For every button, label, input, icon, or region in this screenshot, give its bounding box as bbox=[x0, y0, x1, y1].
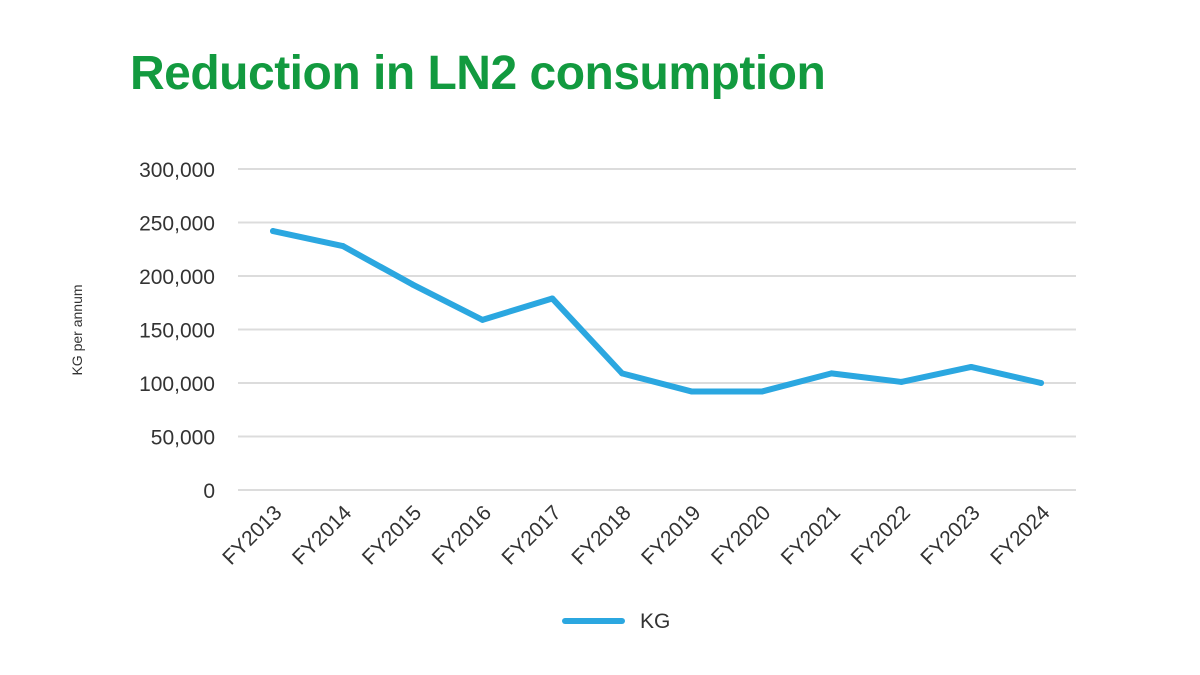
y-tick-label: 250,000 bbox=[139, 213, 215, 236]
x-tick-label: FY2018 bbox=[567, 501, 635, 569]
x-tick-label: FY2021 bbox=[777, 501, 845, 569]
data-point bbox=[619, 370, 626, 377]
data-point bbox=[898, 378, 905, 385]
data-point bbox=[688, 388, 695, 395]
legend: KG bbox=[562, 610, 670, 633]
data-point bbox=[479, 316, 486, 323]
y-tick-label: 50,000 bbox=[151, 427, 215, 450]
series-line-kg bbox=[270, 228, 1044, 395]
gridlines bbox=[238, 168, 1076, 491]
x-tick-label: FY2017 bbox=[498, 501, 566, 569]
x-tick-label: FY2016 bbox=[428, 501, 496, 569]
data-point bbox=[968, 363, 975, 370]
y-tick-label: 0 bbox=[203, 480, 215, 503]
legend-label-kg: KG bbox=[640, 610, 670, 633]
x-tick-label: FY2024 bbox=[986, 501, 1054, 569]
data-point bbox=[828, 370, 835, 377]
data-point bbox=[549, 295, 556, 302]
data-point bbox=[409, 281, 416, 288]
x-tick-label: FY2020 bbox=[707, 501, 775, 569]
y-tick-label: 150,000 bbox=[139, 320, 215, 343]
x-tick-label: FY2013 bbox=[218, 501, 286, 569]
x-tick-label: FY2015 bbox=[358, 501, 426, 569]
chart-title: Reduction in LN2 consumption bbox=[130, 47, 826, 100]
y-axis-label: KG per annum bbox=[69, 284, 85, 375]
x-axis-ticks: FY2013 FY2014 FY2015 FY2016 FY2017 FY2018 FY20… bbox=[218, 501, 1054, 569]
x-tick-label: FY2019 bbox=[637, 501, 705, 569]
y-tick-label: 200,000 bbox=[139, 266, 215, 289]
y-axis-ticks: 0 50,000 100,000 150,000 200,000 250,000 300,0… bbox=[139, 159, 215, 503]
series-layer bbox=[270, 228, 1044, 395]
y-tick-label: 100,000 bbox=[139, 373, 215, 396]
x-tick-label: FY2014 bbox=[288, 501, 356, 569]
data-point bbox=[339, 243, 346, 250]
y-tick-label: 300,000 bbox=[139, 159, 215, 182]
data-point bbox=[1038, 380, 1044, 386]
data-point bbox=[758, 388, 765, 395]
x-tick-label: FY2022 bbox=[847, 501, 915, 569]
data-point bbox=[270, 228, 276, 235]
x-tick-label: FY2023 bbox=[916, 501, 984, 569]
